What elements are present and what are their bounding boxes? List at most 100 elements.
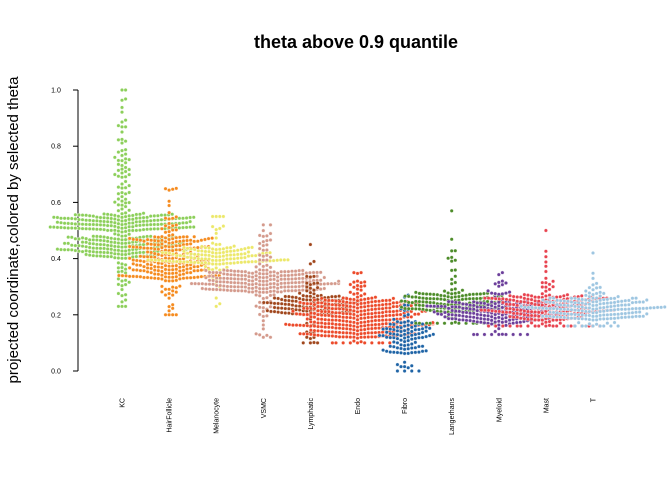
data-point-kc: [109, 254, 114, 259]
data-point-fibro: [402, 351, 407, 356]
data-point-myeloid: [464, 310, 469, 315]
data-point-t: [591, 324, 595, 328]
data-point-kc: [102, 250, 106, 255]
data-point-t: [623, 307, 628, 312]
data-point-vsmc: [257, 282, 262, 287]
data-point-kc: [127, 251, 132, 256]
data-point-vsmc: [207, 274, 212, 278]
data-point-endo: [308, 332, 313, 337]
data-point-mast: [529, 309, 534, 314]
data-point-langerhans: [424, 292, 429, 296]
data-point-langerhans: [453, 268, 458, 272]
data-point-vsmc: [254, 273, 259, 278]
data-point-kc: [94, 254, 99, 258]
data-point-kc: [145, 222, 150, 227]
data-point-t: [530, 305, 534, 310]
data-point-endo: [319, 324, 324, 329]
data-point-endo: [362, 340, 367, 345]
data-point-kc: [120, 287, 124, 292]
y-tick-label: 0.0: [51, 369, 61, 376]
data-point-hairfollicle: [159, 242, 164, 246]
data-point-endo: [316, 328, 320, 333]
data-point-kc: [84, 213, 89, 218]
data-point-vsmc: [203, 287, 208, 291]
data-point-kc: [112, 200, 117, 205]
data-point-kc: [188, 219, 193, 224]
data-point-endo: [301, 306, 306, 311]
data-point-kc: [73, 222, 78, 226]
data-point-vsmc: [243, 273, 248, 278]
data-point-endo: [359, 320, 364, 325]
data-point-vsmc: [333, 281, 337, 286]
data-point-melanocyte: [192, 247, 197, 252]
data-point-endo: [391, 309, 396, 314]
data-point-kc: [80, 235, 85, 240]
data-point-t: [573, 296, 577, 301]
data-point-vsmc: [261, 286, 266, 291]
data-point-vsmc: [268, 277, 273, 282]
data-point-hairfollicle: [170, 267, 175, 272]
x-category-label: Melanocyte: [214, 398, 221, 434]
data-point-myeloid: [489, 291, 494, 296]
data-point-melanocyte: [217, 301, 222, 306]
data-point-myeloid: [489, 303, 494, 308]
data-point-endo: [330, 306, 335, 311]
data-point-hairfollicle: [163, 186, 168, 191]
data-point-endo: [344, 296, 349, 301]
data-point-hairfollicle: [142, 268, 146, 273]
data-point-kc: [77, 237, 81, 241]
data-point-vsmc: [239, 285, 244, 289]
data-point-kc: [91, 253, 96, 258]
data-point-endo: [362, 320, 367, 325]
data-point-endo: [351, 331, 356, 336]
data-point-endo: [362, 335, 367, 340]
data-point-t: [533, 305, 538, 310]
data-point-kc: [138, 212, 142, 217]
data-point-endo: [359, 309, 364, 314]
data-point-mast: [511, 307, 516, 312]
data-point-endo: [341, 319, 346, 323]
data-point-kc: [120, 148, 124, 153]
data-point-myeloid: [496, 280, 501, 285]
data-point-hairfollicle: [185, 276, 189, 280]
data-point-mast: [554, 324, 559, 328]
data-point-langerhans: [456, 294, 461, 299]
data-point-kc: [123, 160, 128, 165]
data-point-vsmc: [275, 271, 280, 276]
data-point-mast: [504, 297, 509, 302]
data-point-vsmc: [264, 253, 269, 258]
data-point-langerhans: [449, 268, 454, 273]
data-point-endo: [355, 336, 360, 341]
data-point-mast: [486, 296, 491, 301]
data-point-t: [558, 311, 563, 316]
data-point-mast: [540, 303, 545, 308]
data-point-lymphatic: [308, 336, 313, 341]
data-point-mast: [508, 302, 512, 307]
data-point-t: [551, 296, 556, 301]
data-point-vsmc: [229, 272, 233, 277]
data-point-melanocyte: [164, 259, 168, 263]
data-point-langerhans: [474, 296, 479, 301]
data-point-endo: [380, 340, 385, 345]
data-point-mast: [561, 293, 566, 298]
data-point-endo: [323, 309, 328, 314]
data-point-vsmc: [261, 335, 266, 340]
chart-title: theta above 0.9 quantile: [254, 32, 458, 52]
data-point-t: [594, 310, 599, 315]
data-point-t: [594, 303, 599, 308]
data-point-vsmc: [207, 278, 212, 283]
data-point-kc: [127, 217, 132, 222]
data-point-myeloid: [507, 290, 512, 295]
data-point-vsmc: [286, 273, 291, 278]
data-point-kc: [127, 172, 132, 177]
data-point-kc: [87, 249, 92, 254]
data-point-kc: [120, 153, 124, 158]
data-point-fibro: [406, 312, 411, 317]
data-point-kc: [123, 233, 128, 238]
data-point-langerhans: [471, 292, 476, 297]
data-point-kc: [120, 190, 124, 195]
data-point-melanocyte: [207, 249, 211, 254]
data-point-endo: [316, 333, 320, 338]
data-point-endo: [344, 330, 349, 335]
x-category-label: Fibro: [402, 398, 409, 414]
